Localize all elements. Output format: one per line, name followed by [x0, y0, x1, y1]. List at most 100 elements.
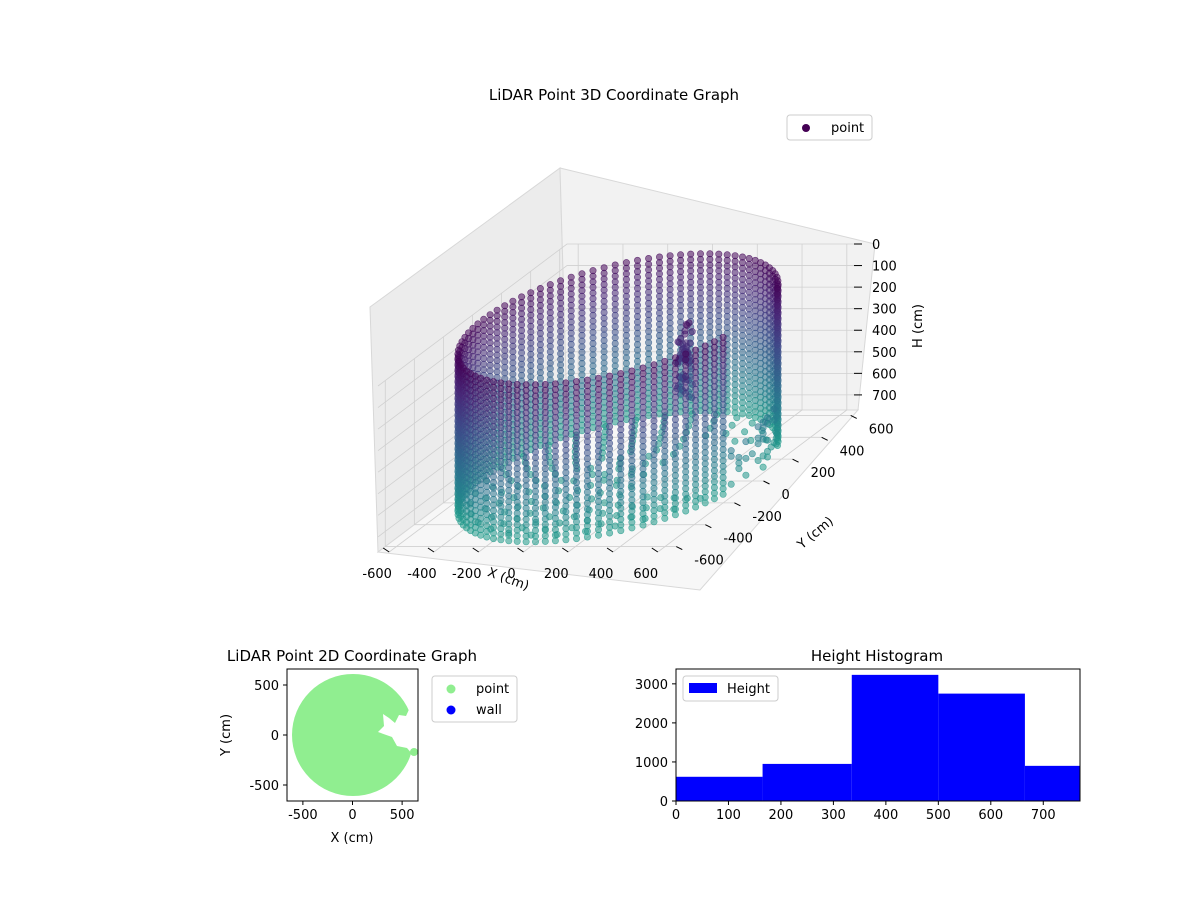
data-point-3d: [728, 453, 734, 459]
histogram-x-tick-label: 0: [672, 808, 680, 823]
data-point-3d: [542, 538, 548, 544]
data-point-3d: [618, 527, 624, 533]
histogram-x-tick-label: 200: [769, 808, 794, 823]
y-tick-label-3d: 0: [782, 488, 790, 503]
data-point-3d: [746, 412, 752, 418]
data-point-3d: [532, 539, 538, 545]
z-tick-label-3d: 200: [872, 281, 897, 296]
y-tick-label-2d: -500: [249, 779, 279, 794]
histogram-y-axis: 0 1000 2000 3000: [635, 678, 676, 810]
z-tick-label-3d: 0: [872, 238, 880, 253]
y-tick-label-3d: -200: [752, 510, 782, 525]
y-tick-label-3d: 600: [869, 422, 894, 437]
histogram-bar: [763, 764, 852, 801]
x-tick-label-2d: 500: [390, 808, 415, 823]
data-point-3d: [584, 534, 590, 540]
x-axis-2d: -500 0 500: [288, 801, 414, 823]
data-point-3d: [662, 515, 668, 521]
x-tick-label-3d: -600: [362, 567, 392, 582]
chart-2d-title: LiDAR Point 2D Coordinate Graph: [227, 647, 477, 665]
y-tick-label-3d: -600: [694, 554, 724, 569]
data-point-3d: [552, 538, 558, 544]
x-tick-label-2d: 0: [348, 808, 356, 823]
x-tick-label-3d: -400: [407, 567, 437, 582]
histogram-x-tick-label: 700: [1031, 808, 1056, 823]
z-tick-label-3d: 400: [872, 324, 897, 339]
legend-2d-marker-point: [447, 685, 456, 694]
data-point-3d: [684, 322, 690, 328]
z-tick-label-3d: 100: [872, 260, 897, 275]
legend-histogram-swatch: [689, 683, 717, 693]
y-tick-label-3d: 200: [811, 466, 836, 481]
data-point-3d: [743, 438, 749, 444]
data-point-3d: [498, 537, 504, 543]
chart-3d-title: LiDAR Point 3D Coordinate Graph: [489, 86, 739, 104]
data-point-3d: [640, 522, 646, 528]
data-point-3d: [478, 532, 484, 538]
y-tick-label-3d: 400: [840, 444, 865, 459]
data-point-3d: [651, 519, 657, 525]
x-tick-label-2d: -500: [288, 808, 318, 823]
data-point-3d: [743, 472, 749, 478]
data-point-3d: [692, 504, 698, 510]
y-tick-label-3d: -400: [723, 532, 753, 547]
data-point-3d: [749, 420, 755, 426]
histogram-x-tick-label: 500: [926, 808, 951, 823]
legend-3d-marker: [802, 124, 810, 132]
data-point-3d: [676, 339, 682, 345]
histogram-y-tick-label: 2000: [635, 717, 668, 732]
data-point-3d: [734, 415, 740, 421]
histogram-title: Height Histogram: [811, 647, 943, 665]
data-point-3d: [732, 438, 738, 444]
histogram-bar: [852, 675, 939, 801]
legend-2d-label-wall: wall: [476, 703, 502, 718]
y-axis-2d: -500 0 500: [249, 679, 287, 794]
data-point-3d: [739, 411, 745, 417]
data-point-3d: [683, 508, 689, 514]
y-tick-label-2d: 500: [254, 679, 279, 694]
y-axis-2d-label: Y (cm): [219, 714, 234, 757]
histogram-bar: [676, 777, 763, 801]
x-tick-label-3d: -200: [452, 567, 482, 582]
x-tick-label-3d: 400: [589, 567, 614, 582]
plot-2d: LiDAR Point 2D Coordinate Graph -500 0 500…: [219, 647, 517, 846]
data-point-3d: [689, 328, 695, 334]
legend-histogram-label: Height: [727, 682, 770, 697]
histogram-bar: [938, 694, 1025, 801]
data-point-3d: [484, 534, 490, 540]
plot-3d: LiDAR Point 3D Coordinate Graph -600 -400…: [362, 86, 926, 594]
legend-3d: point: [787, 115, 872, 140]
histogram-x-axis: 0 100 200 300 400 500 600 700: [672, 801, 1056, 823]
data-point-3d: [755, 424, 761, 430]
data-point-3d: [771, 417, 777, 423]
legend-2d-marker-wall: [447, 706, 456, 715]
data-point-3d: [755, 457, 761, 463]
data-point-3d: [523, 539, 529, 545]
data-point-3d: [736, 465, 742, 471]
point-cluster-2d: [410, 748, 418, 756]
histogram-y-tick-label: 3000: [635, 678, 668, 693]
data-point-3d: [741, 429, 747, 435]
histogram-x-tick-label: 600: [978, 808, 1003, 823]
plot-histogram: Height Histogram 0 100 200 300 400 500 600 700 …: [635, 647, 1080, 823]
histogram-y-tick-label: 0: [660, 795, 668, 810]
data-point-3d: [760, 453, 766, 459]
histogram-x-tick-label: 400: [873, 808, 898, 823]
histogram-x-tick-label: 300: [821, 808, 846, 823]
data-point-3d: [749, 451, 755, 457]
data-point-3d: [490, 535, 496, 541]
legend-histogram: Height: [683, 676, 778, 701]
data-point-3d: [672, 512, 678, 518]
data-point-3d: [573, 535, 579, 541]
z-tick-label-3d: 600: [872, 367, 897, 382]
x-tick-label-3d: 200: [544, 567, 569, 582]
z-axis-3d-label: H (cm): [911, 304, 926, 348]
data-point-3d: [506, 538, 512, 544]
histogram-x-tick-label: 100: [716, 808, 741, 823]
x-tick-label-3d: 600: [633, 567, 658, 582]
legend-2d-label-point: point: [476, 682, 509, 697]
data-point-3d: [595, 532, 601, 538]
data-point-3d: [629, 525, 635, 531]
data-point-3d: [514, 538, 520, 544]
